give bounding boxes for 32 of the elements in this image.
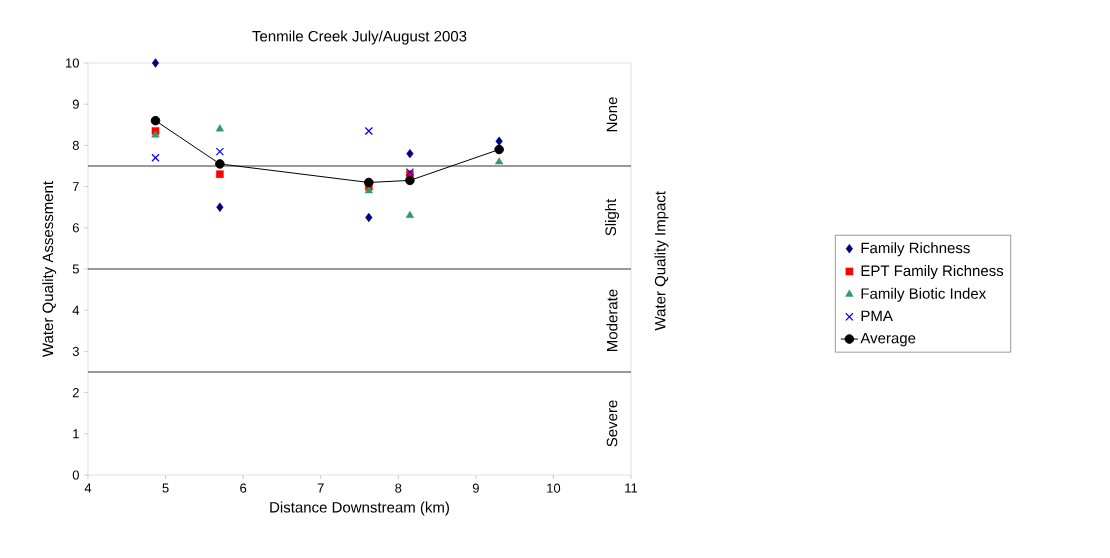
y-tick-label: 3 xyxy=(72,346,79,356)
legend-label: PMA xyxy=(861,310,893,321)
y-tick-label: 7 xyxy=(72,182,79,192)
y-tick-label: 10 xyxy=(65,58,79,68)
x-tick-label: 10 xyxy=(547,483,561,493)
legend-label: Family Biotic Index xyxy=(861,287,987,302)
y-tick-label: 6 xyxy=(72,223,79,233)
legend-label: Family Richness xyxy=(861,242,970,257)
y-axis-title: Water Quality Assessment xyxy=(42,181,57,358)
y-tick-label: 2 xyxy=(72,388,79,398)
x-tick-label: 6 xyxy=(240,483,247,493)
chart-title: Tenmile Creek July/August 2003 xyxy=(252,30,467,45)
x-tick-label: 11 xyxy=(625,483,638,493)
x-tick-label: 7 xyxy=(317,483,324,493)
y-tick-label: 5 xyxy=(72,264,79,274)
x-tick-label: 5 xyxy=(162,483,169,493)
legend-label: Average xyxy=(860,332,916,347)
x-axis-title: Distance Downstream (km) xyxy=(270,501,449,516)
legend-label: EPT Family Richness xyxy=(861,265,1004,280)
annotation: Severe xyxy=(606,400,618,447)
annotation: Slight xyxy=(605,198,619,236)
x-tick-label: 4 xyxy=(84,483,92,493)
y-tick-label: 4 xyxy=(72,305,80,315)
annotation: Moderate xyxy=(606,289,618,351)
x-tick-label: 9 xyxy=(472,483,479,493)
y-tick-label: 9 xyxy=(72,99,79,109)
y-tick-label: 1 xyxy=(73,429,79,439)
annotation: None xyxy=(606,97,618,132)
y-tick-label: 0 xyxy=(72,470,79,480)
y2-axis-title: Water Quality Impact xyxy=(654,191,669,331)
y-tick-label: 8 xyxy=(72,140,79,150)
x-tick-label: 8 xyxy=(395,483,402,493)
